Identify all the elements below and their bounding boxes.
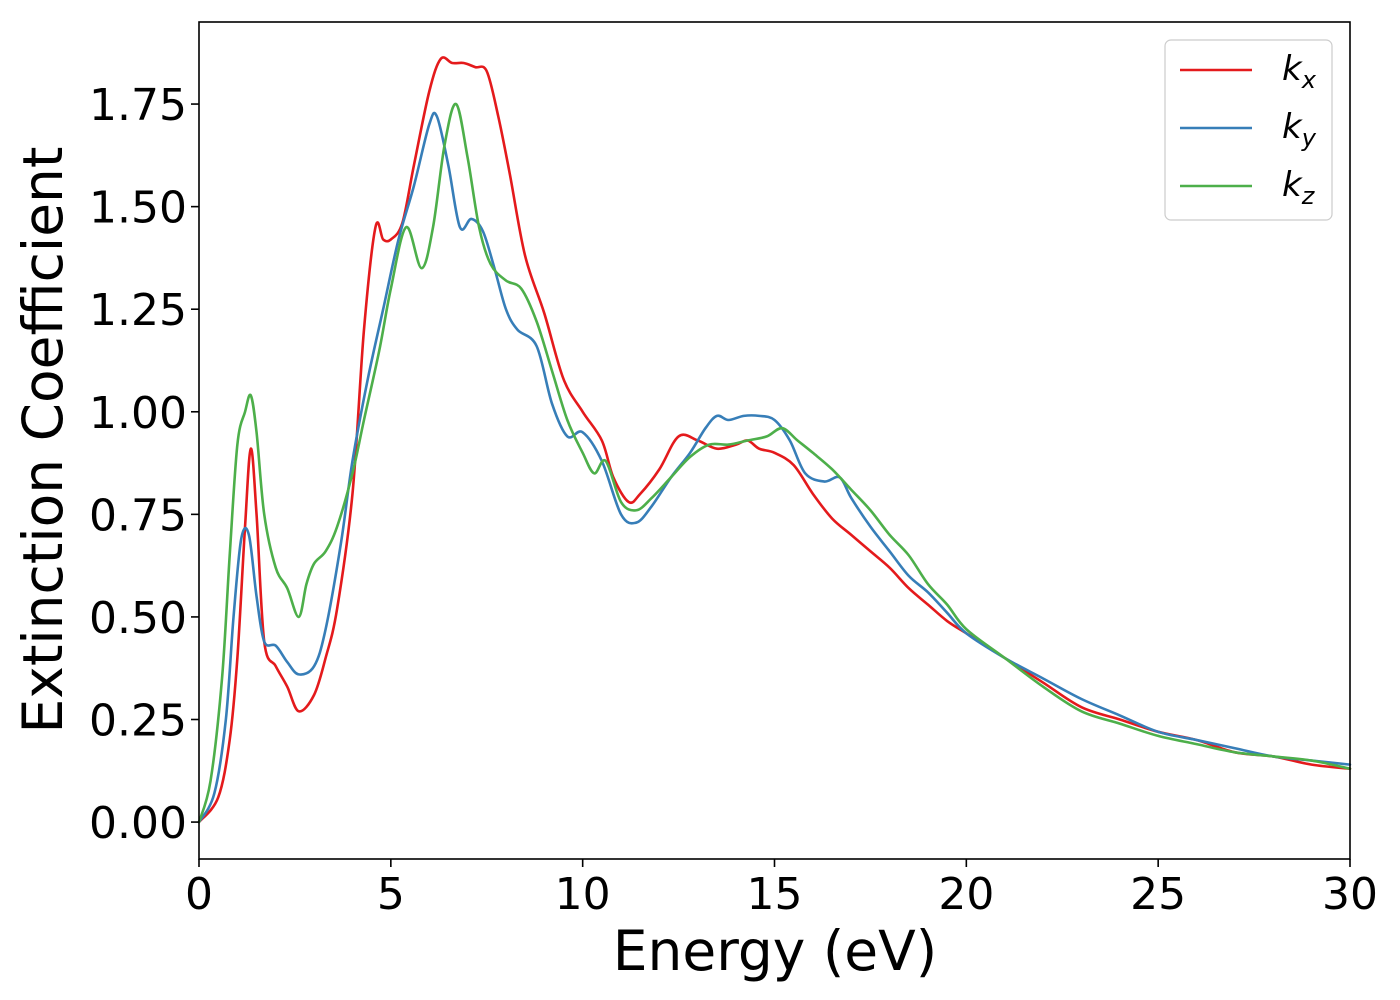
y-tick-label: 1.25 — [89, 285, 187, 336]
x-ticks: 0 5 10 15 20 25 30 — [185, 859, 1378, 920]
legend-label-x: kx — [1282, 49, 1317, 94]
x-tick-label: 10 — [555, 869, 611, 920]
legend-label-y: ky — [1282, 107, 1317, 152]
x-tick-label: 30 — [1322, 869, 1378, 920]
y-tick-label: 1.00 — [89, 388, 187, 439]
x-axis-title: Energy (eV) — [613, 919, 937, 983]
legend: kx ky kz — [1164, 39, 1333, 221]
x-tick-label: 0 — [185, 869, 213, 920]
series-line-y — [197, 111, 1352, 824]
legend-box — [1164, 39, 1333, 221]
y-tick-label: 0.75 — [89, 490, 187, 541]
series-layer — [197, 56, 1352, 824]
legend-items: kx ky kz — [1180, 49, 1317, 210]
x-tick-label: 15 — [747, 869, 803, 920]
y-tick-label: 0.25 — [89, 696, 187, 747]
y-tick-label: 0.50 — [89, 593, 187, 644]
y-tick-label: 1.75 — [89, 80, 187, 131]
y-tick-label: 1.50 — [89, 183, 187, 234]
y-axis-title: Extinction Coefficient — [11, 147, 75, 734]
y-tick-label: 0.00 — [89, 798, 187, 849]
series-line-z — [197, 102, 1352, 824]
x-tick-label: 5 — [377, 869, 405, 920]
y-ticks: 0.00 0.25 0.50 0.75 1.00 1.25 1.50 1.75 — [89, 80, 199, 849]
x-tick-label: 25 — [1130, 869, 1186, 920]
x-tick-label: 20 — [938, 869, 994, 920]
legend-label-z: kz — [1282, 165, 1316, 210]
